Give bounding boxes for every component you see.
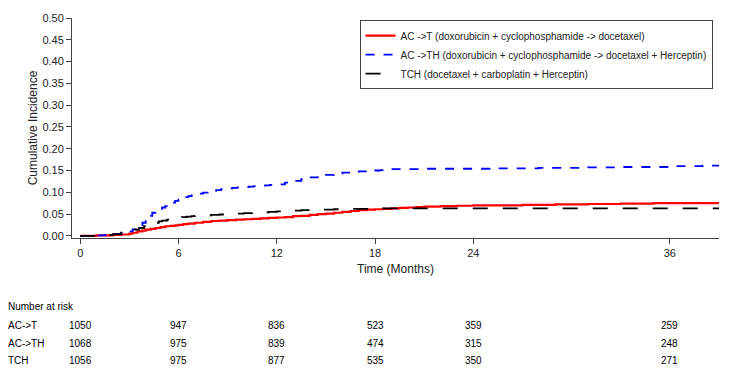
svg-text:0.35: 0.35	[42, 77, 63, 89]
svg-text:1056: 1056	[69, 355, 92, 366]
svg-text:259: 259	[661, 320, 678, 331]
svg-text:0: 0	[77, 247, 83, 259]
svg-text:6: 6	[175, 247, 181, 259]
svg-text:0.30: 0.30	[42, 99, 63, 111]
svg-text:0.50: 0.50	[42, 12, 63, 24]
svg-text:0.20: 0.20	[42, 143, 63, 155]
svg-text:TCH (docetaxel + carboplatin +: TCH (docetaxel + carboplatin + Herceptin…	[401, 69, 588, 80]
svg-text:535: 535	[367, 355, 384, 366]
svg-text:24: 24	[467, 247, 479, 259]
svg-text:TCH: TCH	[8, 355, 29, 366]
svg-text:359: 359	[465, 320, 482, 331]
svg-text:0.25: 0.25	[42, 121, 63, 133]
svg-text:0.15: 0.15	[42, 164, 63, 176]
svg-text:839: 839	[268, 338, 285, 349]
svg-text:975: 975	[170, 338, 187, 349]
svg-text:248: 248	[661, 338, 678, 349]
svg-text:0.10: 0.10	[42, 186, 63, 198]
svg-text:947: 947	[170, 320, 187, 331]
svg-text:0.40: 0.40	[42, 55, 63, 67]
svg-text:877: 877	[268, 355, 285, 366]
svg-text:271: 271	[661, 355, 678, 366]
svg-text:1068: 1068	[69, 338, 92, 349]
svg-text:AC ->TH (doxorubicin + cycloph: AC ->TH (doxorubicin + cyclophosphamide …	[401, 50, 707, 61]
svg-text:350: 350	[465, 355, 482, 366]
svg-text:Time (Months): Time (Months)	[357, 262, 434, 276]
svg-text:975: 975	[170, 355, 187, 366]
svg-text:AC->T: AC->T	[8, 320, 37, 331]
svg-text:AC ->T (doxorubicin + cyclopho: AC ->T (doxorubicin + cyclophosphamide -…	[401, 31, 645, 42]
svg-text:1050: 1050	[69, 320, 92, 331]
svg-text:836: 836	[268, 320, 285, 331]
svg-text:Number at risk: Number at risk	[8, 301, 74, 312]
svg-text:AC->TH: AC->TH	[8, 338, 44, 349]
svg-text:Cumulative Incidence: Cumulative Incidence	[26, 70, 40, 185]
svg-text:18: 18	[369, 247, 381, 259]
svg-text:0.05: 0.05	[42, 208, 63, 220]
svg-text:523: 523	[367, 320, 384, 331]
svg-text:474: 474	[367, 338, 384, 349]
svg-text:0.00: 0.00	[42, 230, 63, 242]
svg-text:36: 36	[664, 247, 676, 259]
svg-text:315: 315	[465, 338, 482, 349]
svg-text:0.45: 0.45	[42, 34, 63, 46]
svg-text:12: 12	[271, 247, 283, 259]
